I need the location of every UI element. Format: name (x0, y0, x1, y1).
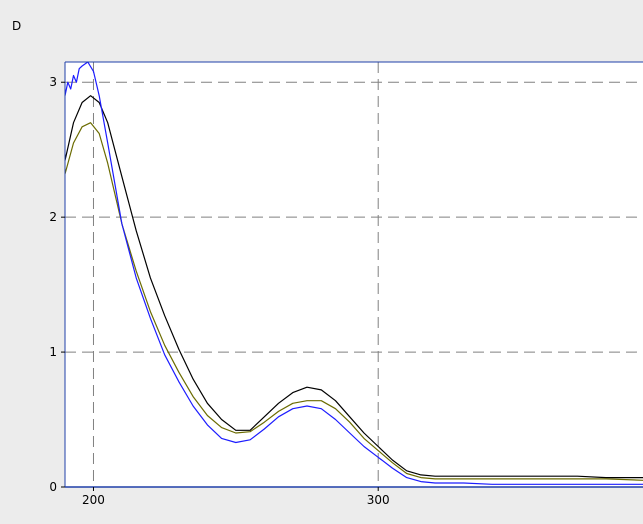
x-tick-label-300: 300 (367, 493, 390, 507)
y-tick-label-2: 2 (49, 210, 57, 224)
y-tick-label-1: 1 (49, 345, 57, 359)
grid-layer (65, 62, 643, 487)
tick-layer: 0 1 2 3 200 300 (49, 75, 389, 507)
series-line-1 (64, 95, 643, 479)
y-axis-label: D (12, 19, 21, 33)
series-line-3 (64, 61, 643, 485)
series-layer (64, 61, 643, 485)
x-tick-label-200: 200 (82, 493, 105, 507)
y-tick-label-0: 0 (49, 480, 57, 494)
plot-area (65, 62, 643, 487)
y-tick-label-3: 3 (49, 75, 57, 89)
axis-layer (64, 61, 643, 488)
